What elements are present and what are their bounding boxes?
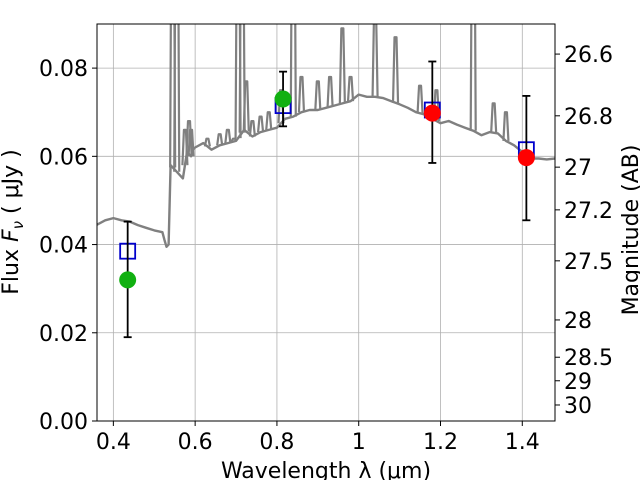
- emission-line: [185, 119, 193, 155]
- observed-flux-point: [517, 149, 535, 167]
- x-tick-label: 1: [352, 430, 366, 455]
- emission-line: [256, 115, 265, 133]
- right-tick-label: 27.5: [564, 250, 613, 275]
- plot-area: [97, 24, 555, 339]
- emission-line: [224, 128, 232, 144]
- emission-line: [416, 84, 424, 114]
- emission-line: [391, 36, 400, 103]
- plot-frame: [96, 23, 556, 422]
- emission-line: [371, 24, 379, 97]
- x-tick-label: 0.4: [96, 430, 131, 455]
- right-tick-label: 28.5: [564, 346, 613, 371]
- x-axis-ticks: 0.4 0.6 0.8 1 1.2 1.4: [96, 421, 540, 455]
- y-tick-label: 0.06: [39, 145, 88, 170]
- emission-line: [297, 75, 306, 113]
- right-tick-label: 27.2: [564, 199, 613, 224]
- right-tick-label: 29: [564, 370, 592, 395]
- observed-flux-point: [423, 104, 441, 122]
- emission-line: [326, 75, 334, 107]
- right-axis-title: Magnitude (AB): [619, 145, 640, 316]
- right-tick-label: 26.8: [564, 105, 613, 130]
- x-axis-title: Wavelength λ (μm): [221, 459, 431, 480]
- y-axis-title-subscript: ν: [9, 221, 27, 229]
- y-axis-ticks: 0.00 0.02 0.04 0.06 0.08: [39, 57, 97, 435]
- x-tick-label: 1.4: [505, 430, 540, 455]
- x-tick-label: 0.6: [178, 430, 213, 455]
- emission-line: [490, 102, 498, 133]
- grid-lines: [97, 24, 555, 422]
- emission-line: [314, 80, 322, 111]
- emission-line: [173, 24, 181, 172]
- emission-line: [203, 137, 211, 147]
- emission-line: [265, 111, 273, 130]
- spectrum-line: [97, 93, 555, 248]
- y-tick-label: 0.04: [39, 234, 88, 259]
- emission-line: [346, 75, 355, 102]
- right-tick-label: 27: [564, 156, 592, 181]
- emission-line: [187, 128, 195, 157]
- x-tick-label: 0.8: [259, 430, 294, 455]
- photometry-layer: [119, 60, 535, 339]
- emission-line: [216, 133, 224, 146]
- emission-line: [230, 137, 238, 142]
- y-axis-title: Flux Fν ( μJy ): [0, 149, 27, 294]
- x-tick-label: 1.2: [423, 430, 458, 455]
- spectrum-layer: [97, 24, 555, 248]
- y-axis-title-text: Flux: [0, 242, 24, 295]
- emission-line: [502, 111, 510, 141]
- emission-line: [469, 24, 477, 131]
- observed-flux-point: [119, 271, 137, 289]
- right-tick-label: 28: [564, 309, 592, 334]
- emission-line: [242, 80, 250, 132]
- right-tick-label: 30: [564, 394, 592, 419]
- y-tick-label: 0.08: [39, 57, 88, 82]
- observed-flux-point: [274, 90, 292, 108]
- y-tick-label: 0.02: [39, 322, 88, 347]
- emission-line: [338, 27, 346, 104]
- y-axis-title-symbol: F: [0, 229, 24, 242]
- y-tick-label: 0.00: [39, 410, 88, 435]
- right-tick-label: 26.6: [564, 43, 613, 68]
- emission-line: [248, 119, 256, 137]
- y-axis-title-unit: ( μJy ): [0, 149, 24, 221]
